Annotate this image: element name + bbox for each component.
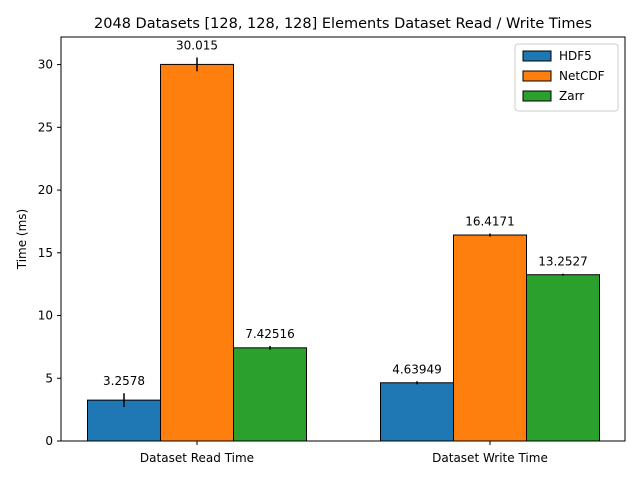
data-label-zarr-0: 7.42516 [245,327,295,341]
legend-label-hdf5: HDF5 [559,49,592,63]
data-label-zarr-1: 13.2527 [538,255,588,269]
y-tick-label: 20 [38,183,53,197]
y-tick-label: 0 [45,434,53,448]
y-tick-label: 25 [38,120,53,134]
chart-title: 2048 Datasets [128, 128, 128] Elements D… [94,16,592,32]
bar-zarr-0 [233,347,307,442]
y-tick-label: 10 [38,309,53,323]
data-label-netcdf-0: 30.015 [176,39,218,53]
legend-label-zarr: Zarr [559,89,584,103]
bar-netcdf-0 [160,63,234,442]
data-label-netcdf-1: 16.4171 [465,215,515,229]
legend-swatch-hdf5 [522,50,552,62]
bar-hdf5-1 [380,382,454,442]
x-tick-label: Dataset Write Time [432,451,548,465]
data-label-hdf5-0: 3.2578 [103,374,145,388]
y-axis-label: Time (ms) [15,209,29,271]
data-label-hdf5-1: 4.63949 [392,362,442,376]
legend-label-netcdf: NetCDF [559,69,605,83]
y-tick-label: 30 [38,58,53,72]
bar-netcdf-1 [453,234,527,442]
legend-swatch-netcdf [522,70,552,82]
plot-frame [60,36,626,442]
plot-area: 3.2578 4.63949 30.015 16.4171 7.42516 13.2527… [38,36,626,465]
legend: HDF5 NetCDF Zarr [514,43,619,112]
bar-zarr-1 [526,274,600,442]
legend-swatch-zarr [522,90,552,102]
y-tick-label: 15 [38,246,53,260]
x-tick-label: Dataset Read Time [140,451,254,465]
y-tick-label: 5 [45,371,53,385]
